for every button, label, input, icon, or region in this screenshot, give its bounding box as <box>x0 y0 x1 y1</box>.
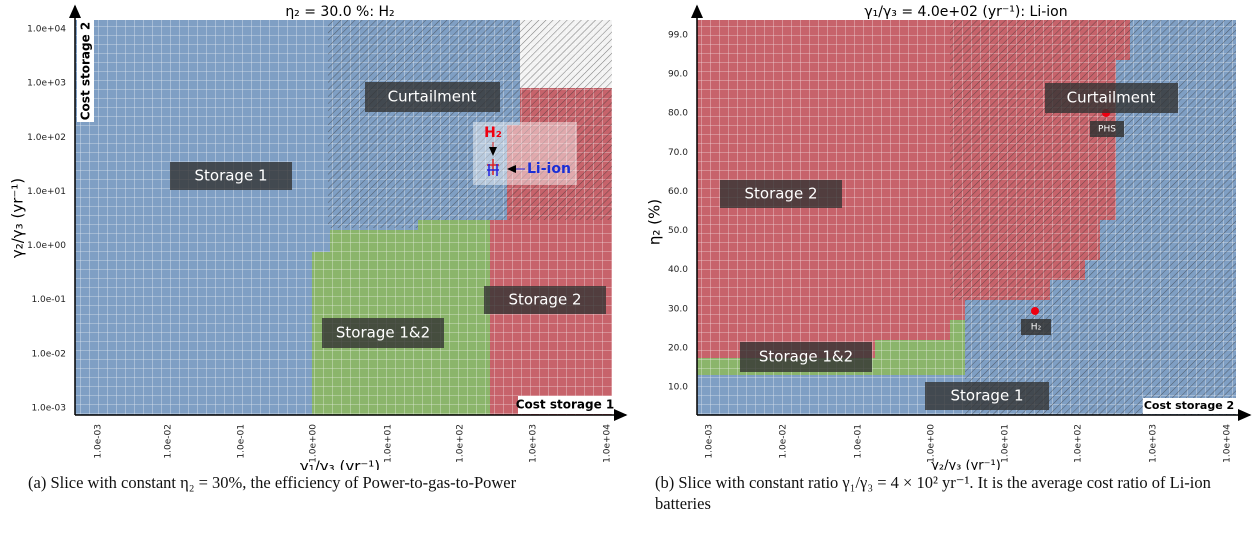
region-label: Storage 1 <box>194 167 267 185</box>
y-axis-label: η₂ (%) <box>646 199 664 245</box>
region-label: Curtailment <box>388 88 477 106</box>
x-tick-label: 1.0e-02 <box>164 424 174 459</box>
x-tick-label: 1.0e+01 <box>1001 424 1011 463</box>
corner-label: Cost storage 1 <box>516 398 615 412</box>
x-tick-label: 1.0e+02 <box>456 424 466 463</box>
x-tick-label: 1.0e+03 <box>529 424 539 463</box>
title: γ₁/γ₃ = 4.0e+02 (yr⁻¹): Li-ion <box>864 4 1067 20</box>
y-tick-label: 80.0 <box>668 109 688 119</box>
y-tick-label: 60.0 <box>668 187 688 197</box>
panel-a: H₂ Li-ion Curtailment Storage 1 Storage … <box>9 4 628 471</box>
x-axis-label: γ₂/γ₃ (yr⁻¹) <box>931 459 1001 471</box>
y-axis-label: γ₂/γ₃ (yr⁻¹) <box>9 178 27 258</box>
region-label: Storage 2 <box>744 185 817 203</box>
x-tick-label: 1.0e+04 <box>603 424 613 463</box>
x-tick-label: 1.0e-01 <box>854 424 864 459</box>
x-tick-label: 1.0e-03 <box>94 424 104 459</box>
y-tick-label: 1.0e+02 <box>27 133 66 143</box>
y-tick-label: 30.0 <box>668 304 688 314</box>
corner-label: Cost storage 2 <box>79 22 93 121</box>
title: η₂ = 30.0 %: H₂ <box>285 4 394 20</box>
region-label: Storage 1&2 <box>759 348 853 366</box>
x-tick-label: 1.0e+01 <box>384 424 394 463</box>
y-tick-label: 20.0 <box>668 343 688 353</box>
annotation: PHS <box>1098 125 1116 135</box>
y-tick-label: 40.0 <box>668 265 688 275</box>
x-tick-label: 1.0e-03 <box>705 424 715 459</box>
region-label: Curtailment <box>1067 89 1156 107</box>
region-label: Storage 1 <box>950 387 1023 405</box>
x-tick-label: 1.0e+00 <box>927 424 937 463</box>
region-label: Storage 1&2 <box>336 324 430 342</box>
x-tick-label: 1.0e-01 <box>237 424 247 459</box>
x-tick-label: 1.0e-02 <box>779 424 789 459</box>
hatch <box>950 20 1236 415</box>
x-tick-label: 1.0e+04 <box>1223 424 1233 463</box>
figure: H₂ Li-ion Curtailment Storage 1 Storage … <box>9 4 1252 471</box>
marker <box>1031 307 1039 315</box>
y-tick-label: 1.0e+01 <box>27 187 66 197</box>
panel-b: PHS H₂ Curtailment Storage 2 Storage 1&2… <box>646 4 1252 471</box>
y-tick-label: 1.0e-01 <box>31 295 66 305</box>
region-label: Storage 2 <box>508 291 581 309</box>
y-tick-label: 1.0e-03 <box>31 404 66 414</box>
y-tick-label: 10.0 <box>668 383 688 393</box>
caption: (a) Slice with constant η₂ = 30%, the ef… <box>28 473 517 492</box>
x-axis-label: γ₁/γ₃ (yr⁻¹) <box>300 458 380 471</box>
x-tick-label: 1.0e+00 <box>309 424 319 463</box>
y-tick-label: 99.0 <box>668 31 688 41</box>
x-tick-label: 1.0e+02 <box>1074 424 1084 463</box>
annotation: H₂ <box>484 125 502 141</box>
y-tick-label: 1.0e-02 <box>31 349 66 359</box>
y-tick-label: 90.0 <box>668 70 688 80</box>
marker <box>487 142 525 176</box>
caption: (b) Slice with constant ratio γ₁/γ₃ = 4 … <box>655 473 1211 513</box>
annotation: H₂ <box>1031 323 1042 333</box>
y-tick-label: 1.0e+00 <box>27 241 66 251</box>
y-tick-label: 1.0e+03 <box>27 79 66 89</box>
y-tick-label: 1.0e+04 <box>27 25 66 35</box>
y-tick-label: 70.0 <box>668 148 688 158</box>
corner-label: Cost storage 2 <box>1144 399 1234 412</box>
y-tick-label: 50.0 <box>668 226 688 236</box>
annotation: Li-ion <box>527 161 571 177</box>
hatch <box>328 20 612 228</box>
x-tick-label: 1.0e+03 <box>1149 424 1159 463</box>
